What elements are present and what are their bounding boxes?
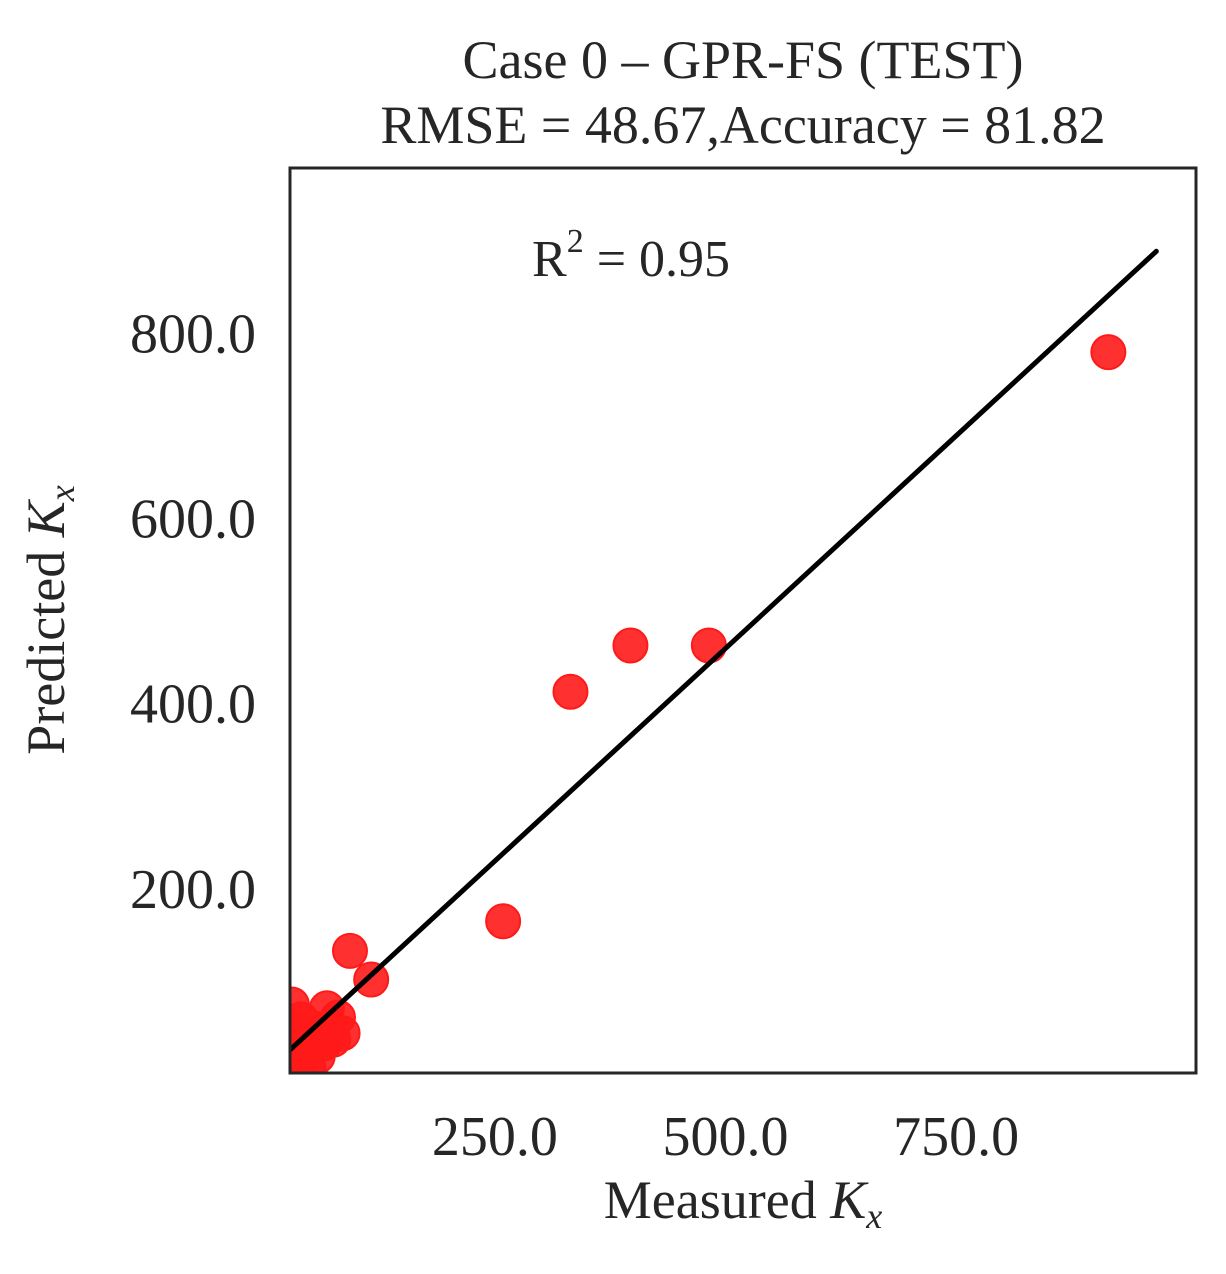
y-axis-label-variable: K — [16, 498, 76, 538]
y-tick-label: 600.0 — [130, 489, 256, 551]
y-tick-label: 200.0 — [130, 859, 256, 921]
chart-subtitle: RMSE = 48.67,Accuracy = 81.82 — [380, 95, 1105, 155]
data-point-20 — [331, 932, 368, 969]
x-tick-label: 500.0 — [662, 1106, 788, 1168]
data-point-24 — [612, 627, 649, 664]
y-axis-label-subscript: x — [42, 485, 82, 502]
data-point-25 — [690, 627, 727, 664]
x-axis-label-text: Measured — [604, 1170, 830, 1230]
x-tick-label: 750.0 — [893, 1106, 1019, 1168]
r-squared-annotation: R2 = 0.95 — [532, 223, 730, 288]
data-point-22 — [485, 903, 522, 940]
y-tick-label: 400.0 — [130, 674, 256, 736]
x-tick-label: 250.0 — [432, 1106, 558, 1168]
y-axis-label-text: Predicted — [16, 537, 76, 754]
x-axis-label-variable: K — [829, 1170, 869, 1230]
y-tick-labels: 200.0 400.0 600.0 800.0 — [130, 304, 256, 921]
plot-content — [290, 248, 1159, 1073]
r-squared-superscript: 2 — [567, 223, 584, 260]
chart-title: Case 0 – GPR-FS (TEST) — [462, 30, 1023, 90]
r-squared-value: = 0.95 — [584, 231, 730, 288]
r-squared-label: R — [532, 231, 567, 288]
plot-frame — [288, 166, 1198, 1075]
x-tick-labels: 250.0 500.0 750.0 — [432, 1106, 1019, 1168]
data-point-26 — [1090, 334, 1127, 371]
y-axis-label: Predicted Kx — [16, 485, 82, 754]
x-axis-label-subscript: x — [865, 1196, 882, 1236]
x-axis-label: Measured Kx — [604, 1170, 882, 1236]
data-point-19 — [324, 1015, 361, 1052]
fit-line — [290, 248, 1159, 1053]
data-point-23 — [552, 673, 589, 710]
data-point-21 — [353, 961, 390, 998]
y-tick-label: 800.0 — [130, 304, 256, 366]
